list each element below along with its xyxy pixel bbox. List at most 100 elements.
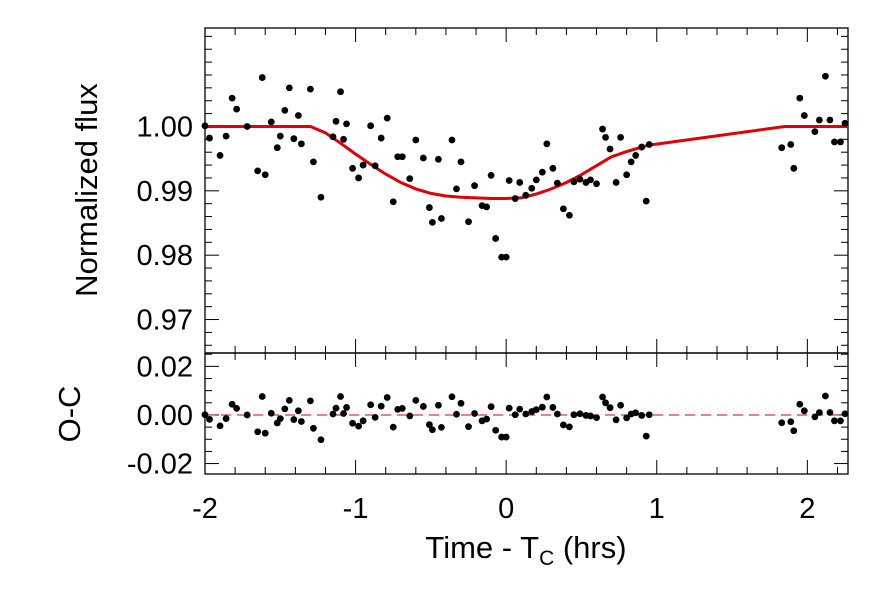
x-axis-label: Time - TC (hrs) — [425, 530, 626, 570]
bottom-data-point — [453, 410, 460, 418]
bottom-data-point — [383, 394, 391, 401]
top-data-point — [228, 94, 236, 102]
top-data-point — [617, 134, 625, 141]
top-data-point — [559, 205, 567, 213]
bottom-data-point — [606, 404, 614, 412]
bottom-data-point — [294, 407, 302, 415]
bottom-data-point — [502, 433, 510, 441]
bottom-data-point — [457, 399, 465, 407]
top-data-point — [457, 158, 465, 166]
bottom-data-point — [632, 409, 640, 417]
top-data-point — [599, 125, 606, 133]
bottom-data-point — [623, 414, 631, 422]
bottom-panel: -0.02 0.00 0.02 -2 -1 0 1 2 O-C — [52, 351, 849, 525]
top-data-point — [267, 118, 275, 126]
bottom-data-point — [826, 409, 834, 416]
bottom-data-point — [412, 396, 420, 404]
top-points — [201, 72, 849, 261]
top-data-point — [831, 138, 838, 146]
x-axis-label-suffix: (hrs) — [554, 530, 626, 565]
top-data-point — [787, 141, 795, 148]
bottom-data-point — [511, 411, 519, 419]
top-data-point — [822, 72, 829, 80]
bottom-data-point — [549, 404, 557, 411]
bottom-data-point — [566, 423, 573, 431]
top-data-point — [367, 122, 375, 130]
bottom-data-point — [587, 412, 594, 420]
bottom-data-point — [522, 410, 530, 418]
x-tick-label: 0 — [498, 493, 514, 525]
top-data-point — [790, 164, 798, 172]
bottom-data-point — [800, 407, 808, 415]
top-data-point — [516, 179, 524, 186]
bottom-data-point — [543, 393, 551, 401]
x-tick-label: 2 — [799, 493, 815, 525]
bottom-data-point — [377, 402, 385, 410]
top-data-point — [329, 133, 337, 141]
top-data-point — [261, 171, 269, 179]
bottom-data-point — [638, 412, 646, 419]
top-plot-frame — [204, 27, 849, 354]
top-data-point — [471, 182, 478, 190]
bottom-data-point — [438, 423, 445, 431]
bottom-data-point — [206, 415, 213, 423]
bottom-data-point — [448, 393, 456, 401]
bottom-data-point — [642, 432, 650, 440]
bottom-data-point — [359, 417, 367, 425]
top-data-point — [602, 134, 609, 141]
bottom-ylabel: O-C — [52, 386, 87, 443]
top-data-point — [340, 135, 347, 143]
top-data-point — [377, 134, 385, 142]
bottom-data-point — [645, 411, 653, 419]
top-data-point — [398, 153, 406, 161]
top-data-point — [453, 185, 460, 193]
top-data-point — [258, 74, 266, 81]
top-data-point — [549, 164, 557, 172]
top-data-point — [796, 94, 804, 102]
bottom-data-point — [787, 418, 795, 426]
top-data-point — [254, 167, 262, 175]
top-data-point — [566, 211, 573, 219]
x-tick-label: -2 — [192, 493, 218, 525]
bottom-data-point — [398, 404, 406, 412]
bottom-data-point — [612, 416, 620, 424]
bottom-data-point — [317, 436, 325, 444]
bottom-data-point — [243, 411, 251, 419]
top-data-point — [553, 179, 561, 187]
top-data-point — [642, 197, 650, 205]
bottom-data-point — [355, 422, 362, 430]
top-data-point — [483, 203, 490, 211]
top-ytick-label: 0.97 — [137, 305, 193, 337]
bottom-data-point — [285, 396, 293, 404]
bottom-data-point — [492, 426, 500, 434]
bottom-data-point — [290, 416, 298, 423]
bottom-points — [201, 392, 849, 444]
bottom-data-point — [553, 410, 561, 418]
bottom-data-point — [340, 410, 347, 417]
bottom-data-point — [435, 401, 442, 409]
bottom-data-point — [310, 424, 317, 432]
bottom-data-point — [487, 403, 495, 411]
top-data-point — [841, 119, 849, 127]
bottom-data-point — [406, 412, 414, 420]
bottom-data-point — [228, 400, 236, 408]
top-data-point — [576, 175, 584, 183]
top-data-point — [359, 161, 367, 169]
top-data-point — [383, 114, 391, 122]
bottom-data-point — [831, 417, 838, 425]
top-data-point — [233, 105, 241, 113]
top-data-point — [216, 152, 224, 159]
top-ticks: 0.97 0.98 0.99 1.00 — [137, 28, 848, 353]
top-data-point — [778, 144, 786, 152]
bottom-data-point — [796, 400, 804, 408]
top-data-point — [201, 122, 209, 130]
top-data-point — [627, 158, 635, 166]
top-data-point — [587, 176, 594, 184]
bottom-data-point — [593, 414, 600, 422]
top-data-point — [612, 179, 620, 186]
top-data-point — [355, 174, 362, 182]
top-data-point — [307, 85, 314, 93]
top-ytick-label: 1.00 — [137, 111, 193, 143]
bottom-ytick-label: -0.02 — [127, 449, 193, 481]
